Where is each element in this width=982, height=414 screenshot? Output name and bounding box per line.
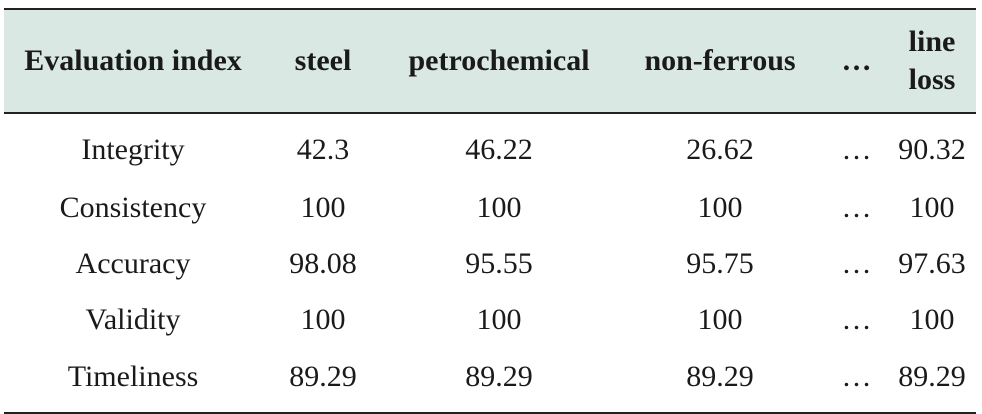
table-row: Consistency 100 100 100 … 100 bbox=[4, 180, 976, 236]
table-row: Validity 100 100 100 … 100 bbox=[4, 292, 976, 348]
header-line-loss: line loss bbox=[908, 25, 956, 96]
cell-ellipsis: … bbox=[841, 360, 873, 393]
table-body: Integrity 42.3 46.22 26.62 … 90.32 Consi… bbox=[4, 113, 976, 413]
cell-non-ferrous: 89.29 bbox=[686, 360, 754, 393]
row-label: Consistency bbox=[59, 191, 207, 224]
cell-line-loss: 97.63 bbox=[898, 247, 966, 280]
evaluation-table-container: Evaluation index steel petrochemical non… bbox=[4, 8, 976, 414]
cell-ellipsis: … bbox=[841, 247, 873, 280]
header-row: Evaluation index steel petrochemical non… bbox=[4, 9, 976, 113]
cell-petrochemical: 100 bbox=[476, 191, 522, 224]
cell-line-loss: 89.29 bbox=[898, 360, 966, 393]
table-row: Accuracy 98.08 95.55 95.75 … 97.63 bbox=[4, 236, 976, 292]
cell-petrochemical: 89.29 bbox=[465, 360, 533, 393]
header-steel: steel bbox=[294, 44, 352, 77]
cell-steel: 42.3 bbox=[296, 133, 350, 166]
cell-non-ferrous: 26.62 bbox=[686, 133, 754, 166]
cell-ellipsis: … bbox=[841, 133, 873, 166]
table-header: Evaluation index steel petrochemical non… bbox=[4, 9, 976, 113]
cell-line-loss: 100 bbox=[909, 191, 955, 224]
header-evaluation-index: Evaluation index bbox=[24, 44, 242, 77]
cell-steel: 98.08 bbox=[289, 247, 357, 280]
cell-petrochemical: 100 bbox=[476, 303, 522, 336]
cell-line-loss: 90.32 bbox=[898, 133, 966, 166]
cell-ellipsis: … bbox=[841, 191, 873, 224]
evaluation-table: Evaluation index steel petrochemical non… bbox=[4, 8, 976, 414]
cell-non-ferrous: 100 bbox=[697, 191, 743, 224]
row-label: Accuracy bbox=[75, 247, 191, 280]
cell-line-loss: 100 bbox=[909, 303, 955, 336]
header-petrochemical: petrochemical bbox=[408, 44, 590, 77]
cell-petrochemical: 95.55 bbox=[465, 247, 533, 280]
cell-petrochemical: 46.22 bbox=[465, 133, 533, 166]
cell-steel: 100 bbox=[300, 303, 346, 336]
header-non-ferrous: non-ferrous bbox=[644, 44, 796, 77]
header-ellipsis: … bbox=[841, 44, 873, 77]
cell-steel: 89.29 bbox=[289, 360, 357, 393]
cell-non-ferrous: 95.75 bbox=[686, 247, 754, 280]
cell-non-ferrous: 100 bbox=[697, 303, 743, 336]
table-row: Integrity 42.3 46.22 26.62 … 90.32 bbox=[4, 113, 976, 180]
row-label: Integrity bbox=[81, 133, 185, 166]
cell-steel: 100 bbox=[300, 191, 346, 224]
row-label: Validity bbox=[85, 303, 181, 336]
row-label: Timeliness bbox=[67, 360, 199, 393]
cell-ellipsis: … bbox=[841, 303, 873, 336]
table-row: Timeliness 89.29 89.29 89.29 … 89.29 bbox=[4, 348, 976, 413]
